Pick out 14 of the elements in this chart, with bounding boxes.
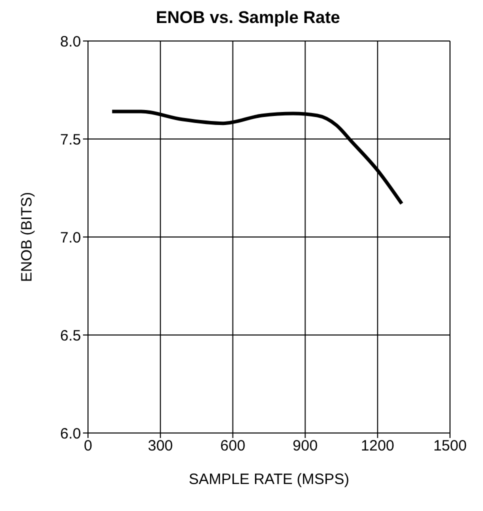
y-axis-title: ENOB (BITS) <box>18 192 36 282</box>
x-tick-label: 0 <box>84 438 92 455</box>
y-tick-label: 6.0 <box>60 425 81 442</box>
x-tick-label: 300 <box>148 438 173 455</box>
y-tick-label: 7.0 <box>60 229 81 246</box>
y-tick-label: 7.5 <box>60 131 81 148</box>
x-axis-title: SAMPLE RATE (MSPS) <box>188 471 350 488</box>
chart-title: ENOB vs. Sample Rate <box>154 8 342 28</box>
x-tick-label: 1200 <box>360 438 394 455</box>
y-tick-label: 6.5 <box>60 327 81 344</box>
x-tick-label: 1500 <box>433 438 467 455</box>
x-tick-label: 600 <box>220 438 246 455</box>
y-tick-label: 8.0 <box>60 33 81 50</box>
x-tick-label: 900 <box>292 438 318 455</box>
